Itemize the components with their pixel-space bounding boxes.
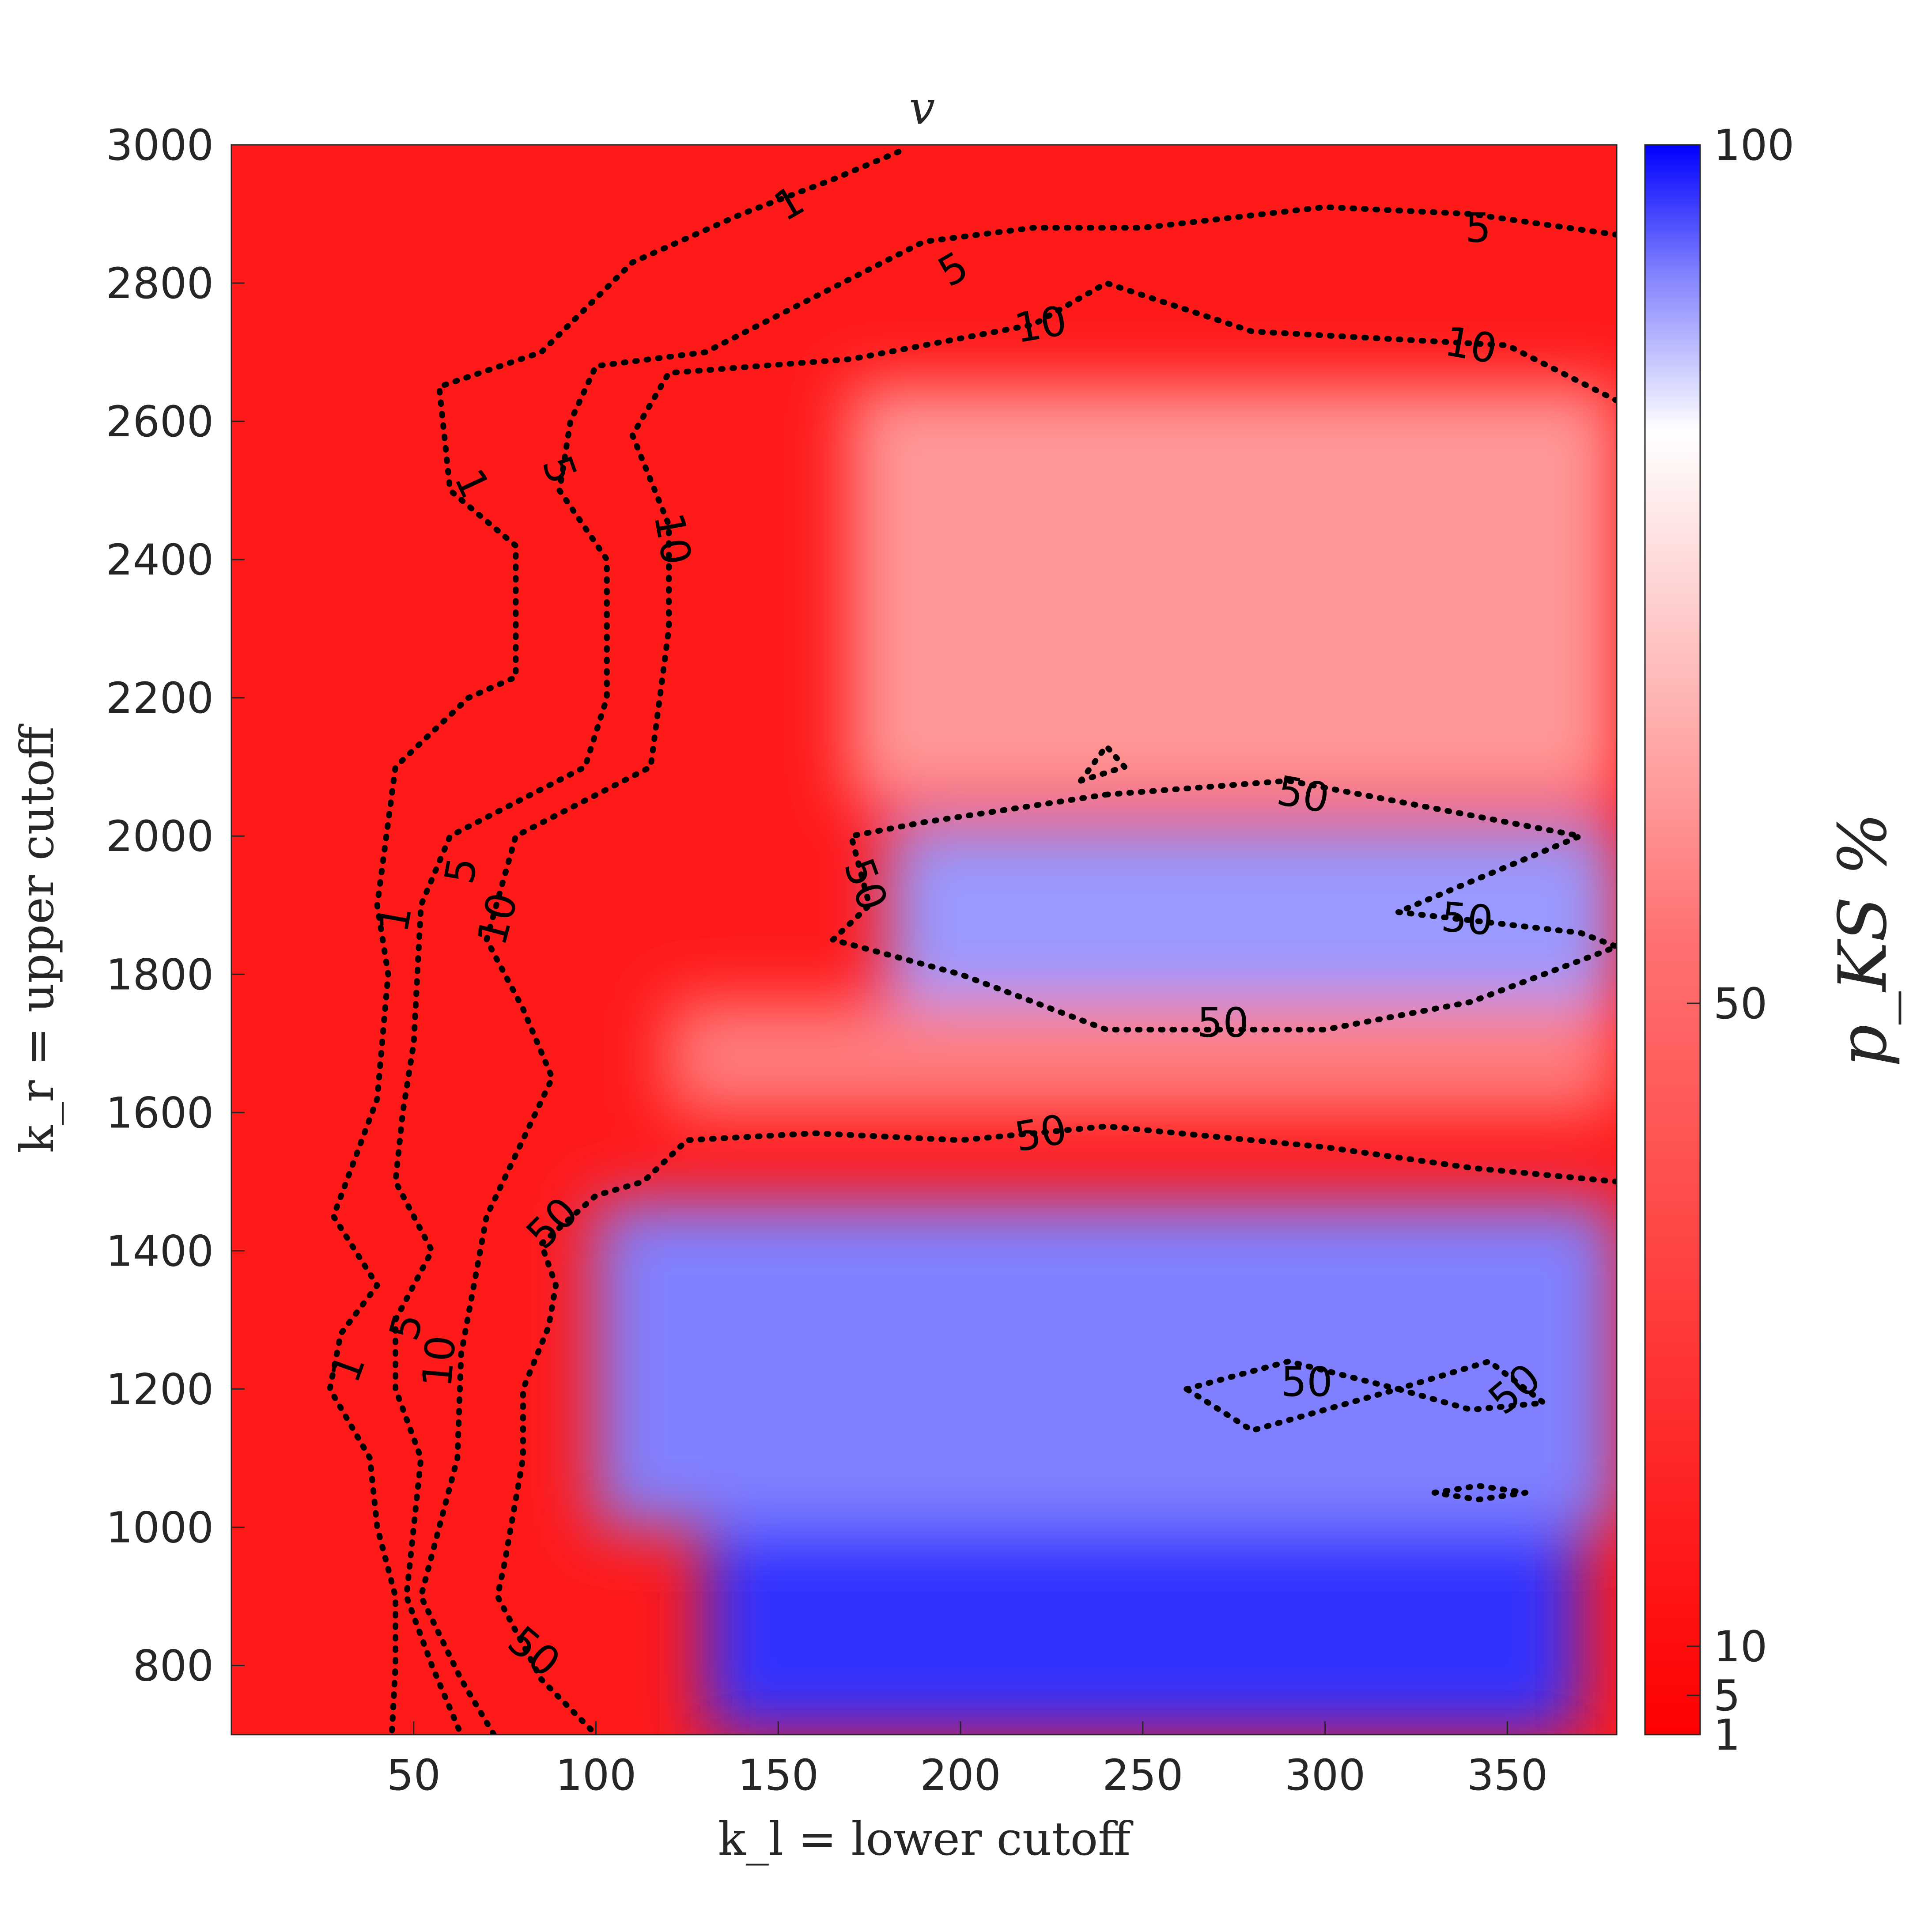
- x-tick-label: 100: [556, 1751, 636, 1800]
- colorbar-tick-label: 50: [1713, 979, 1767, 1028]
- colorbar-tick-label: 5: [1713, 1671, 1740, 1720]
- contour-label: 50: [1011, 1105, 1070, 1161]
- chart-title: v: [909, 81, 935, 135]
- heatmap-region: [705, 1527, 1580, 1735]
- y-tick-label: 2000: [106, 812, 214, 861]
- contour-line-1: [327, 149, 902, 1735]
- y-tick-label: 3000: [106, 121, 214, 170]
- y-axis-label: k_r = upper cutoff: [10, 723, 64, 1153]
- contour-line-50: [495, 1123, 1617, 1735]
- contour-label: 10: [645, 509, 700, 568]
- y-tick-label: 2600: [106, 397, 214, 446]
- contour-line-50: [1183, 1358, 1547, 1433]
- contour-line-50: [1431, 1483, 1529, 1503]
- heatmap-region: [596, 1202, 1617, 1527]
- y-tick-label: 1200: [106, 1365, 214, 1414]
- colorbar-tick-label: 100: [1713, 121, 1794, 170]
- contour-label: 5: [1465, 204, 1491, 251]
- contour-lines: [327, 149, 1617, 1735]
- colorbar-tick-label: 1: [1713, 1710, 1740, 1760]
- x-tick-label: 300: [1285, 1751, 1365, 1800]
- colorbar-gradient: [1644, 144, 1701, 1735]
- y-tick-label: 2800: [106, 259, 214, 308]
- contour-label: 50: [1274, 767, 1333, 822]
- contour-label: 10: [1011, 297, 1070, 352]
- x-tick-label: 50: [387, 1751, 441, 1800]
- contour-label: 10: [413, 1334, 465, 1389]
- x-tick-label: 150: [738, 1751, 819, 1800]
- contour-line-5: [393, 204, 1617, 1735]
- heatmap-region: [851, 386, 1617, 802]
- x-tick-label: 250: [1102, 1751, 1183, 1800]
- contour-label: 10: [1441, 318, 1501, 373]
- x-tick-label: 200: [920, 1751, 1001, 1800]
- x-tick-label: 350: [1467, 1751, 1548, 1800]
- plot-frame: [231, 144, 1618, 1735]
- y-tick-label: 2400: [106, 535, 214, 585]
- contour-label: 50: [1281, 1358, 1333, 1406]
- y-tick-label: 1400: [106, 1226, 214, 1276]
- colorbar-label: p_KS %: [1825, 813, 1902, 1067]
- heatmap-regions: [596, 386, 1617, 1735]
- y-tick-label: 1000: [106, 1503, 214, 1552]
- heatmap-region: [669, 1002, 1617, 1113]
- contour-line-10: [418, 280, 1617, 1735]
- contour-line-50: [830, 778, 1617, 1032]
- contour-label: 50: [1197, 999, 1249, 1046]
- y-tick-label: 1600: [106, 1088, 214, 1138]
- contour-line-50: [1078, 743, 1127, 784]
- y-tick-label: 800: [133, 1641, 214, 1690]
- y-tick-label: 1800: [106, 950, 214, 999]
- colorbar-tick-label: 10: [1713, 1622, 1767, 1671]
- heatmap-region: [887, 822, 1617, 1002]
- y-axis-ticks: 800 1000 1200 1400 1600 1800 2000 2200 2400 2600 2…: [106, 121, 245, 1690]
- contour-label: 50: [1440, 893, 1495, 945]
- x-axis-label: k_l = lower cutoff: [718, 1812, 1134, 1866]
- y-tick-label: 2200: [106, 673, 214, 723]
- x-axis-ticks: 50 100 150 200 250 300 350: [387, 1721, 1548, 1800]
